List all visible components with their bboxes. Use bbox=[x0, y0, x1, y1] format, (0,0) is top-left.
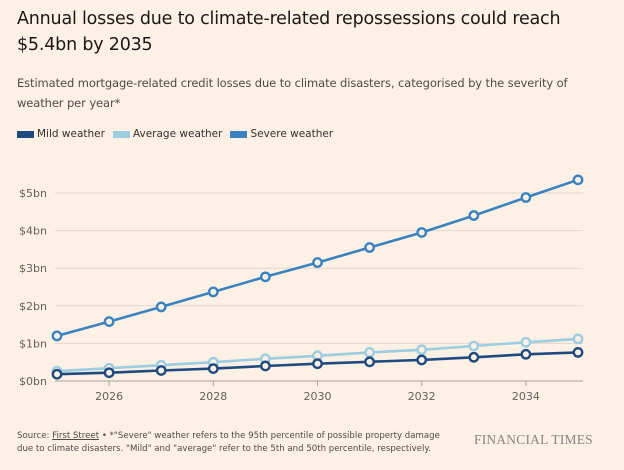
x-tick-label: 2028 bbox=[199, 390, 227, 403]
data-point-mild bbox=[103, 367, 115, 379]
series-lines bbox=[51, 174, 584, 380]
ft-logo: FINANCIAL TIMES bbox=[474, 432, 593, 447]
x-tick-label: 2030 bbox=[304, 390, 332, 403]
data-point-severe bbox=[468, 210, 480, 221]
series-average bbox=[51, 333, 584, 377]
legend-item-average: Average weather bbox=[112, 128, 223, 140]
data-point-mild bbox=[468, 351, 480, 363]
data-point-average bbox=[364, 347, 375, 358]
x-tick-label: 2032 bbox=[408, 390, 436, 403]
data-point-average bbox=[520, 336, 532, 348]
legend: Mild weather Average weather Severe weat… bbox=[17, 128, 341, 140]
y-tick-label: $1bn bbox=[19, 337, 47, 350]
y-tick-label: $4bn bbox=[19, 225, 47, 238]
legend-item-severe: Severe weather bbox=[230, 128, 333, 140]
legend-item-mild: Mild weather bbox=[17, 128, 105, 140]
y-tick-label: $5bn bbox=[19, 187, 47, 200]
series-mild bbox=[51, 347, 584, 380]
legend-label-average: Average weather bbox=[132, 128, 223, 140]
legend-label-mild: Mild weather bbox=[37, 128, 105, 140]
chart-footer: Source: First Street • *"Severe" weather… bbox=[17, 430, 457, 456]
line-chart: $0bn $1bn $2bn $3bn $4bn $5bn 2026 2028 2030 203… bbox=[19, 174, 584, 403]
data-point-severe bbox=[155, 301, 167, 313]
data-point-mild bbox=[312, 358, 323, 370]
data-point-severe bbox=[520, 192, 532, 203]
chart-subtitle: Estimated mortgage-related credit losses… bbox=[17, 76, 568, 110]
data-point-mild bbox=[364, 356, 375, 368]
y-tick-label: $3bn bbox=[19, 262, 47, 275]
legend-swatch-mild bbox=[17, 130, 34, 138]
y-axis-tick-labels: $0bn $1bn $2bn $3bn $4bn $5bn bbox=[19, 187, 47, 388]
source-label: Source: bbox=[17, 431, 53, 441]
data-point-mild bbox=[572, 347, 584, 358]
data-point-average bbox=[416, 344, 428, 356]
data-point-mild bbox=[416, 354, 428, 366]
x-tick-label: 2026 bbox=[95, 390, 123, 403]
x-tick-label: 2034 bbox=[512, 390, 540, 403]
x-axis: 2026 2028 2030 2032 2034 bbox=[55, 380, 583, 403]
data-point-average bbox=[468, 340, 480, 352]
source-link[interactable]: First Street bbox=[52, 431, 100, 441]
data-point-severe bbox=[364, 242, 375, 253]
data-point-mild bbox=[259, 360, 271, 372]
legend-label-severe: Severe weather bbox=[250, 128, 334, 140]
data-point-severe bbox=[259, 271, 271, 283]
legend-swatch-average bbox=[112, 130, 130, 138]
data-point-severe bbox=[103, 316, 115, 327]
data-point-mild bbox=[155, 365, 167, 376]
data-point-severe bbox=[207, 286, 219, 298]
data-point-severe bbox=[312, 257, 323, 268]
data-point-mild bbox=[520, 348, 532, 360]
y-tick-label: $0bn bbox=[19, 375, 47, 388]
data-point-severe bbox=[416, 227, 428, 238]
gridlines bbox=[55, 192, 583, 344]
data-point-average bbox=[572, 333, 584, 345]
legend-swatch-severe bbox=[230, 130, 248, 138]
footnote: • *"Severe" weather refers to the 95th p… bbox=[17, 431, 440, 454]
data-point-severe bbox=[572, 174, 584, 186]
chart-title: Annual losses due to climate-related rep… bbox=[17, 9, 561, 55]
data-point-mild bbox=[51, 368, 63, 380]
series-severe bbox=[51, 174, 584, 342]
data-point-mild bbox=[207, 363, 219, 374]
data-point-severe bbox=[51, 330, 63, 342]
y-tick-label: $2bn bbox=[19, 300, 47, 313]
